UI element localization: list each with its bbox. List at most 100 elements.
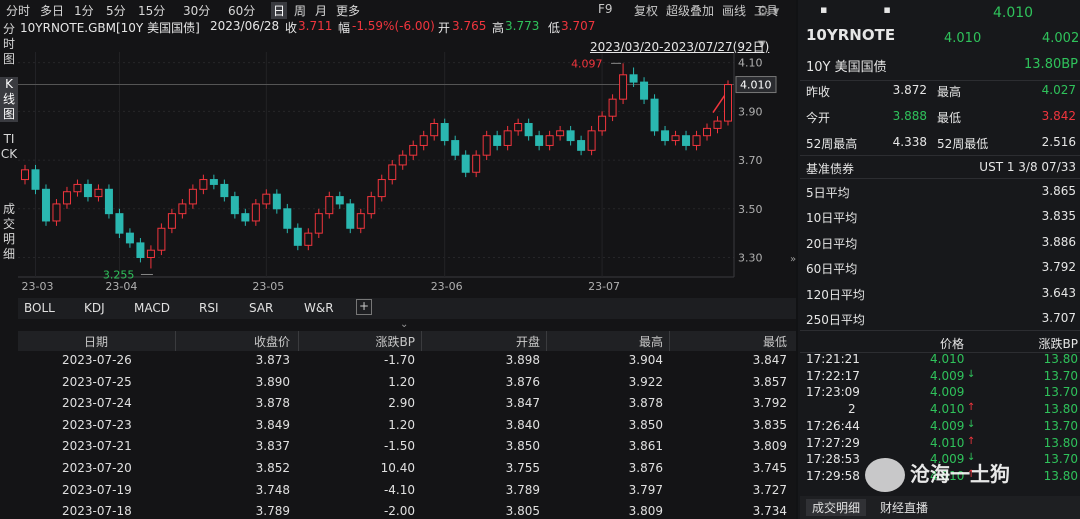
info-range: -1.59%(-6.00) <box>352 19 435 33</box>
stat-label: 最低 <box>937 111 962 125</box>
tick-header: 价格 <box>940 337 965 351</box>
col-divider <box>421 331 422 351</box>
candle-body <box>220 183 229 198</box>
indicator-tab[interactable]: BOLL <box>24 301 55 315</box>
indicator-tab[interactable]: KDJ <box>84 301 105 315</box>
table-cell: 3.755 <box>505 461 540 475</box>
add-indicator[interactable]: + <box>356 299 372 315</box>
table-cell: 3.876 <box>628 461 663 475</box>
indicator-tab[interactable]: RSI <box>199 301 219 315</box>
candle-body <box>262 193 271 205</box>
table-cell: 3.873 <box>255 353 290 367</box>
candle-body <box>461 154 470 173</box>
candle-body <box>503 130 512 146</box>
period-tab[interactable]: 日 <box>271 2 288 19</box>
candle-body <box>619 74 628 100</box>
settings-icon[interactable]: ⚙ ▾ <box>757 4 780 19</box>
info-range-label: 幅 <box>338 21 351 35</box>
collapse[interactable]: » <box>790 254 797 265</box>
avg-value: 3.643 <box>1041 285 1076 300</box>
period-tab[interactable]: 更多 <box>336 4 361 18</box>
candle-body <box>724 84 732 122</box>
tool-button[interactable]: 复权 <box>634 4 659 18</box>
avg-value: 3.792 <box>1041 260 1076 275</box>
avg-label: 10日平均 <box>806 211 858 226</box>
period-tab[interactable]: 1分 <box>74 4 94 18</box>
col-divider <box>546 331 547 351</box>
range-arrow[interactable]: ▼ <box>758 39 766 50</box>
table-cell: 1.20 <box>388 374 415 389</box>
side-tab[interactable]: TICK <box>0 132 18 161</box>
tick-chg: 13.80 <box>1043 468 1078 483</box>
table-cell: -2.00 <box>383 504 415 519</box>
candle-body <box>440 123 449 142</box>
period-tab[interactable]: 周 <box>294 4 307 18</box>
table-cell: 3.840 <box>505 417 540 432</box>
side-tab[interactable]: 成交明细 <box>2 202 15 261</box>
candle-body <box>136 242 145 259</box>
candle-body <box>199 179 208 190</box>
code: 10YRNOTE <box>806 26 896 44</box>
table-cell: 2023-07-19 <box>62 482 132 497</box>
trend-arrow: ↓ <box>967 452 976 464</box>
avg-label: 20日平均 <box>806 236 858 251</box>
x-tick-label: 23-06 <box>431 280 463 293</box>
tool-button[interactable]: 画线 <box>722 4 747 18</box>
stat-value: 4.338 <box>892 135 927 149</box>
candle-body <box>514 123 523 132</box>
tool-button[interactable]: F9 <box>598 2 613 16</box>
candle-body <box>388 164 397 181</box>
candle-body <box>661 130 670 142</box>
tick-time: 17:22:17 <box>806 368 860 383</box>
stat-label: 52周最低 <box>937 137 989 151</box>
table-cell: 3.857 <box>752 374 787 389</box>
table-cell: 3.852 <box>255 461 290 475</box>
candle-body <box>52 203 61 222</box>
indicator-tab[interactable]: SAR <box>249 301 274 315</box>
table-header: 最低 <box>762 335 787 349</box>
tick-price: 4.010 <box>930 435 965 450</box>
table-cell: 3.797 <box>628 482 663 497</box>
period-tab[interactable]: 分时 <box>6 4 31 18</box>
watermark: 沧海一土狗 <box>910 462 1010 486</box>
stat-value: 4.027 <box>1041 83 1076 97</box>
avg-value: 3.865 <box>1041 184 1076 198</box>
divider <box>800 178 1080 179</box>
side-tab[interactable]: 分时图 <box>2 22 15 66</box>
name: 10Y 美国国债 <box>806 60 887 75</box>
period-tab[interactable]: 月 <box>315 4 328 18</box>
y-tick-label: 3.50 <box>738 203 763 216</box>
pin-icon[interactable]: ▪ ▪ <box>820 3 891 16</box>
tick-time: 17:29:58 <box>806 468 860 483</box>
indicator-tab[interactable]: W&R <box>304 301 334 315</box>
table-cell: 3.792 <box>752 396 787 411</box>
tick-time: 17:21:21 <box>806 352 860 366</box>
tool-button[interactable]: 工具 <box>754 4 779 18</box>
side-tab[interactable]: K线图 <box>0 77 18 122</box>
indicator-bar <box>18 298 796 319</box>
tick-price: 4.009 <box>930 452 965 467</box>
period-tab[interactable]: 多日 <box>40 4 65 18</box>
panel-tab[interactable]: 财经直播 <box>880 501 929 515</box>
table-cell: 2023-07-20 <box>62 461 132 475</box>
candle-body <box>251 203 260 222</box>
period-tab[interactable]: 60分 <box>228 4 256 18</box>
last-price-label: 4.010 <box>740 79 772 92</box>
table-cell: 2023-07-21 <box>62 439 132 454</box>
candle-body <box>21 169 29 181</box>
expand[interactable]: ⌄ <box>400 319 409 330</box>
tool-button[interactable]: 超级叠加 <box>666 4 715 18</box>
candle-body <box>398 154 407 166</box>
avg-value: 3.835 <box>1041 209 1076 224</box>
y-tick-label: 4.10 <box>738 57 763 70</box>
candle-body <box>188 188 197 205</box>
period-tab[interactable]: 30分 <box>183 4 211 18</box>
period-tab[interactable]: 5分 <box>106 4 126 18</box>
indicator-tab[interactable]: MACD <box>134 301 170 315</box>
table-cell: 3.850 <box>628 417 663 432</box>
panel-tab[interactable]: 成交明细 <box>806 499 867 516</box>
table-header: 涨跌BP <box>375 335 415 349</box>
tick-price: 4.010 <box>930 402 965 417</box>
candle-body <box>178 203 187 215</box>
period-tab[interactable]: 15分 <box>138 4 166 18</box>
